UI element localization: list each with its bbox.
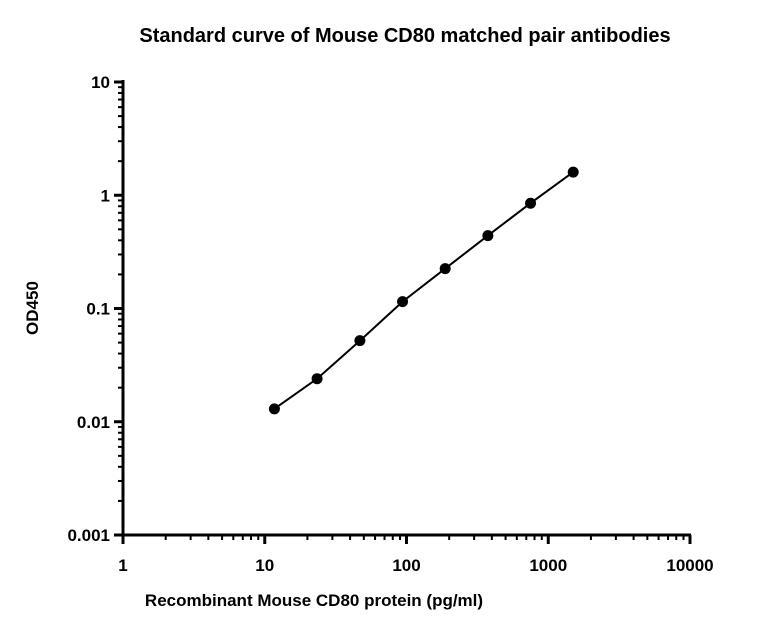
data-point bbox=[567, 166, 579, 178]
x-tick-label: 1 bbox=[118, 556, 127, 575]
y-tick-label: 0.1 bbox=[86, 300, 110, 319]
y-tick-label: 1 bbox=[101, 186, 110, 205]
y-tick-label: 10 bbox=[91, 73, 110, 92]
x-axis-ticks: 1 10 100 1000 10000 bbox=[118, 535, 714, 575]
data-point bbox=[525, 197, 537, 209]
data-point bbox=[268, 403, 280, 415]
data-point bbox=[354, 335, 366, 347]
chart-title: Standard curve of Mouse CD80 matched pai… bbox=[139, 25, 670, 47]
y-axis-ticks: 0.001 0.01 0.1 1 10 bbox=[67, 73, 123, 545]
y-axis-label: OD450 bbox=[23, 281, 42, 335]
data-point bbox=[311, 373, 323, 385]
x-axis-label: Recombinant Mouse CD80 protein (pg/ml) bbox=[145, 591, 483, 610]
data-point bbox=[397, 296, 409, 308]
y-tick-label: 0.01 bbox=[77, 413, 110, 432]
x-tick-label: 100 bbox=[392, 556, 420, 575]
series-line bbox=[273, 171, 574, 410]
x-tick-label: 1000 bbox=[529, 556, 567, 575]
data-series bbox=[268, 166, 579, 415]
x-tick-label: 10000 bbox=[666, 556, 713, 575]
axes bbox=[121, 80, 691, 537]
y-tick-label: 0.001 bbox=[67, 526, 110, 545]
data-point bbox=[482, 230, 494, 242]
data-point bbox=[439, 263, 451, 275]
x-tick-label: 10 bbox=[255, 556, 274, 575]
